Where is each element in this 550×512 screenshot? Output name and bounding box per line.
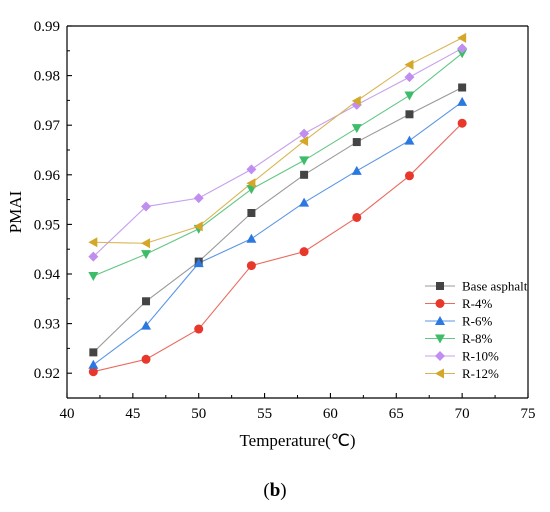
data-point: [404, 72, 415, 83]
legend-marker: [436, 282, 444, 290]
data-point: [457, 43, 468, 54]
data-point: [299, 247, 309, 257]
data-point: [404, 91, 415, 101]
data-point: [352, 138, 361, 147]
y-tick-label: 0.92: [34, 366, 60, 382]
data-point: [300, 170, 309, 179]
x-axis-title: Temperature(℃): [239, 431, 355, 450]
data-point: [142, 297, 151, 306]
y-axis-title: PMAI: [6, 190, 25, 233]
data-point: [246, 185, 257, 195]
data-point: [458, 83, 467, 92]
data-point: [246, 261, 256, 271]
data-point: [193, 193, 204, 204]
series-line: [93, 52, 463, 277]
legend-marker: [435, 316, 445, 325]
x-tick-label: 45: [125, 406, 140, 422]
series-line: [92, 87, 463, 353]
x-tick-label: 65: [389, 406, 404, 422]
data-point: [405, 110, 414, 119]
data-point: [457, 118, 467, 128]
series-line: [92, 47, 463, 258]
y-tick-label: 0.98: [34, 69, 60, 85]
legend-label: R-12%: [462, 366, 499, 381]
panel-letter: b: [269, 480, 281, 501]
y-tick-label: 0.96: [34, 168, 61, 184]
series-line: [93, 37, 463, 244]
data-point: [299, 136, 309, 147]
data-point: [404, 171, 414, 181]
legend-marker: [435, 368, 444, 379]
data-point: [246, 178, 256, 189]
data-point: [299, 156, 310, 166]
data-point: [141, 320, 152, 330]
y-tick-label: 0.95: [34, 217, 60, 233]
data-point: [141, 201, 152, 212]
data-point: [247, 208, 256, 217]
data-point: [141, 238, 151, 249]
x-tick-label: 40: [60, 406, 75, 422]
data-point: [194, 324, 204, 334]
data-point: [246, 164, 257, 175]
panel-label: (b): [263, 480, 287, 501]
data-point: [352, 212, 362, 222]
data-point: [457, 32, 467, 43]
data-point: [193, 258, 204, 268]
x-tick-label: 70: [455, 406, 470, 422]
data-point: [88, 359, 99, 369]
data-point: [299, 197, 310, 207]
legend-marker: [435, 334, 445, 344]
data-point: [141, 354, 151, 364]
series-line: [93, 101, 463, 366]
x-tick-label: 75: [521, 406, 536, 422]
data-point: [193, 221, 203, 232]
x-tick-label: 60: [323, 406, 338, 422]
x-tick-label: 50: [191, 406, 206, 422]
y-tick-label: 0.97: [34, 118, 61, 134]
y-tick-label: 0.94: [34, 267, 61, 283]
data-point: [88, 251, 99, 262]
data-point: [88, 271, 99, 281]
legend-label: R-8%: [462, 331, 493, 346]
data-point: [351, 124, 362, 134]
data-point: [404, 135, 415, 145]
data-point: [351, 165, 362, 175]
data-point: [404, 59, 414, 70]
y-tick-label: 0.93: [34, 317, 60, 333]
series-line: [93, 122, 463, 373]
y-tick-label: 0.99: [34, 19, 60, 35]
x-tick-label: 55: [257, 406, 272, 422]
data-point: [88, 237, 98, 248]
legend-label: R-4%: [462, 296, 493, 311]
data-point: [141, 250, 152, 260]
data-point: [88, 367, 98, 377]
legend-marker: [435, 299, 445, 308]
legend-label: Base asphalt: [462, 279, 528, 294]
data-point: [457, 49, 468, 59]
data-point: [299, 128, 310, 139]
data-point: [457, 96, 468, 106]
legend-label: R-10%: [462, 349, 499, 364]
data-point: [351, 95, 361, 106]
legend-marker: [435, 351, 445, 361]
data-point: [246, 233, 257, 243]
legend-label: R-6%: [462, 314, 493, 329]
data-point: [89, 348, 98, 357]
